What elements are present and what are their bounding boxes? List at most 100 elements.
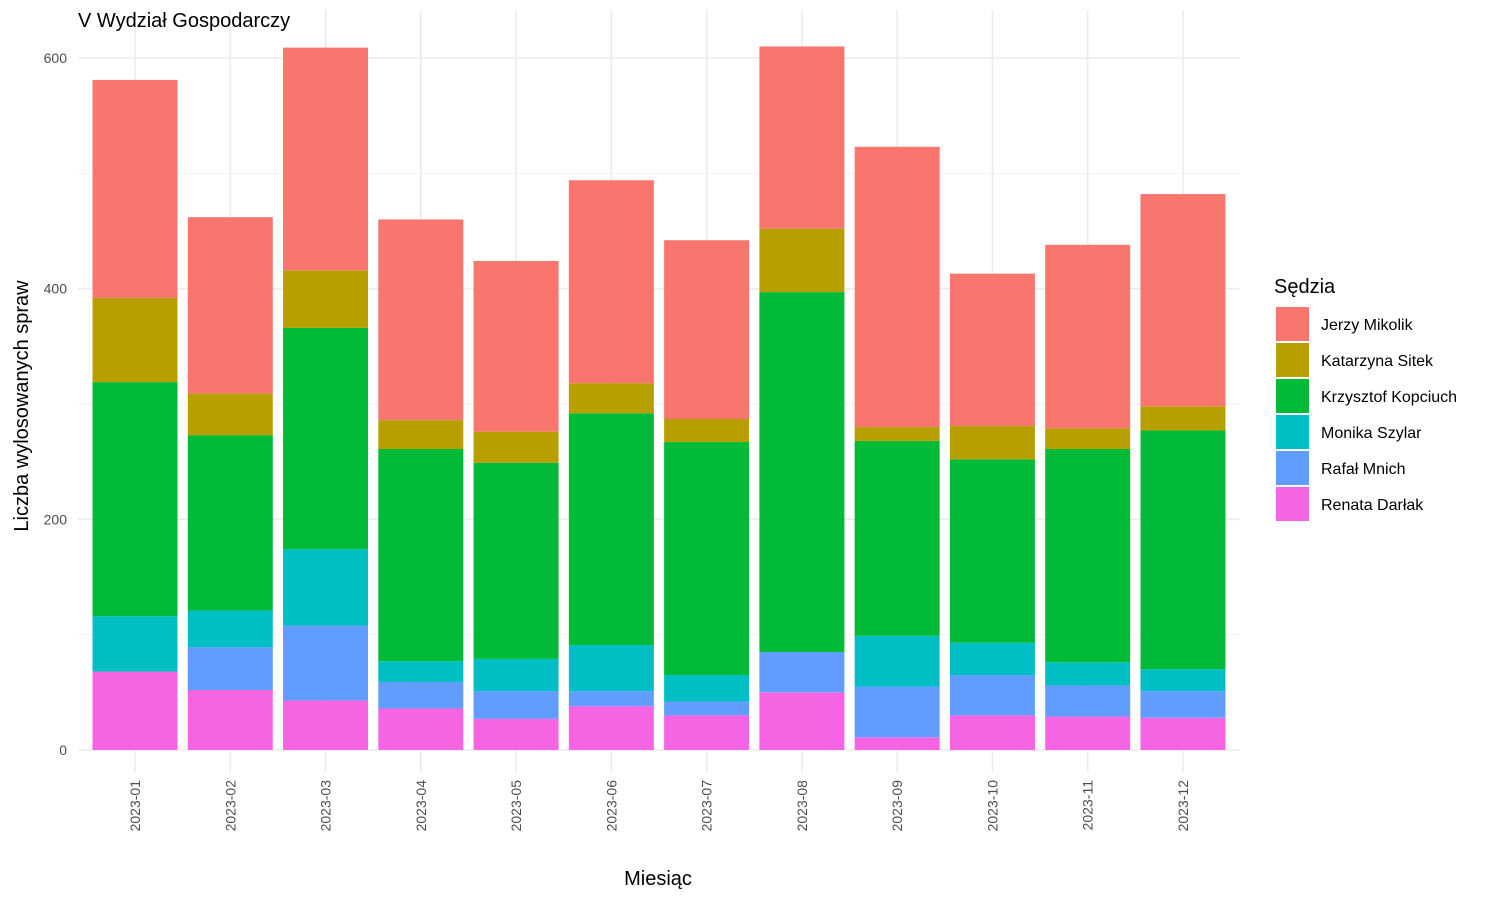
- bar-segment: [568, 413, 654, 646]
- bar-segment: [1140, 406, 1226, 431]
- bar-segment: [568, 706, 654, 750]
- bar-segment: [187, 647, 273, 691]
- bar-segment: [92, 382, 178, 617]
- bar-segment: [378, 681, 464, 709]
- bar-segment: [949, 425, 1035, 460]
- bar-segment: [949, 642, 1035, 676]
- x-axis-label: Miesiąc: [624, 868, 692, 890]
- y-axis-label: Liczba wylosowanych spraw: [11, 280, 33, 532]
- bar-segment: [283, 700, 369, 750]
- legend-label: Krzysztof Kopciuch: [1321, 389, 1457, 406]
- x-tick-label: 2023-09: [889, 780, 905, 832]
- legend-label: Renata Darłak: [1321, 497, 1424, 514]
- bar-segment: [283, 625, 369, 701]
- bar-segment: [664, 715, 750, 750]
- x-tick-label: 2023-07: [699, 780, 715, 832]
- bar-segment: [854, 146, 940, 428]
- bar-segment: [1140, 691, 1226, 718]
- legend-key: [1276, 451, 1309, 485]
- bar-segment: [283, 327, 369, 550]
- y-tick-label: 600: [44, 50, 68, 66]
- bar-segment: [473, 260, 559, 432]
- x-tick-label: 2023-04: [413, 780, 429, 832]
- bar-segment: [283, 270, 369, 328]
- legend-key: [1276, 343, 1309, 377]
- legend-label: Monika Szylar: [1321, 425, 1422, 442]
- bar-segment: [1140, 669, 1226, 692]
- x-tick-label: 2023-01: [127, 780, 143, 832]
- bars: [92, 46, 1226, 750]
- x-tick-label: 2023-08: [794, 780, 810, 832]
- legend: Sędzia Jerzy Mikolik Katarzyna Sitek Krzys…: [1274, 276, 1457, 521]
- x-tick-label: 2023-10: [984, 780, 1000, 832]
- x-tick-label: 2023-12: [1175, 780, 1191, 832]
- bar-segment: [92, 297, 178, 383]
- bar-segment: [664, 701, 750, 716]
- chart-title: V Wydział Gospodarczy: [78, 10, 290, 32]
- bar-segment: [568, 645, 654, 692]
- bar-segment: [1140, 717, 1226, 750]
- y-tick-label: 200: [44, 511, 68, 527]
- bar-segment: [854, 427, 940, 441]
- bar-segment: [949, 273, 1035, 426]
- bar-segment: [949, 715, 1035, 750]
- bar-segment: [1045, 716, 1131, 750]
- bar-segment: [473, 691, 559, 719]
- legend-label: Jerzy Mikolik: [1321, 317, 1414, 334]
- bar-segment: [1140, 194, 1226, 407]
- bar-segment: [378, 420, 464, 449]
- bar-segment: [187, 217, 273, 394]
- bar-segment: [854, 737, 940, 750]
- bar-segment: [664, 418, 750, 443]
- bar-segment: [283, 47, 369, 271]
- bar-segment: [1045, 244, 1131, 429]
- bar-segment: [854, 440, 940, 636]
- bar-segment: [759, 228, 845, 293]
- bar-segment: [473, 431, 559, 463]
- y-tick-label: 400: [44, 281, 68, 297]
- bar-segment: [759, 292, 845, 652]
- bar-segment: [378, 661, 464, 682]
- x-tick-label: 2023-11: [1080, 780, 1096, 831]
- bar-segment: [854, 686, 940, 738]
- bar-segment: [473, 658, 559, 692]
- bar-segment: [378, 708, 464, 750]
- bar-segment: [1045, 662, 1131, 686]
- bar-segment: [187, 393, 273, 436]
- legend-key: [1276, 307, 1309, 341]
- bar-segment: [949, 675, 1035, 716]
- legend-key: [1276, 379, 1309, 413]
- bar-segment: [664, 442, 750, 676]
- legend-key: [1276, 415, 1309, 449]
- bar-segment: [759, 651, 845, 693]
- legend-label: Rafał Mnich: [1321, 461, 1405, 478]
- legend-label: Katarzyna Sitek: [1321, 353, 1434, 370]
- bar-segment: [568, 383, 654, 414]
- bar-segment: [664, 240, 750, 419]
- bar-segment: [759, 692, 845, 750]
- bar-segment: [378, 219, 464, 421]
- axis-ticks: 0 200 400 600 2023-01 2023-02 2023-03 2023-04 20…: [44, 50, 1191, 831]
- bar-segment: [473, 718, 559, 750]
- bar-segment: [1045, 428, 1131, 449]
- bar-segment: [187, 690, 273, 750]
- bar-segment: [759, 46, 845, 229]
- bar-segment: [283, 549, 369, 626]
- bar-segment: [854, 635, 940, 687]
- bar-segment: [949, 459, 1035, 643]
- bar-segment: [187, 610, 273, 648]
- bar-segment: [568, 180, 654, 384]
- bar-segment: [1045, 685, 1131, 717]
- bar-segment: [92, 79, 178, 298]
- legend-title: Sędzia: [1274, 276, 1336, 298]
- x-tick-label: 2023-05: [508, 780, 524, 832]
- bar-segment: [378, 448, 464, 662]
- bar-segment: [568, 691, 654, 707]
- bar-segment: [664, 675, 750, 702]
- bar-segment: [187, 435, 273, 611]
- bar-segment: [1045, 448, 1131, 663]
- bar-segment: [1140, 430, 1226, 670]
- y-tick-label: 0: [59, 742, 67, 758]
- bar-segment: [473, 462, 559, 659]
- x-tick-label: 2023-03: [318, 780, 334, 832]
